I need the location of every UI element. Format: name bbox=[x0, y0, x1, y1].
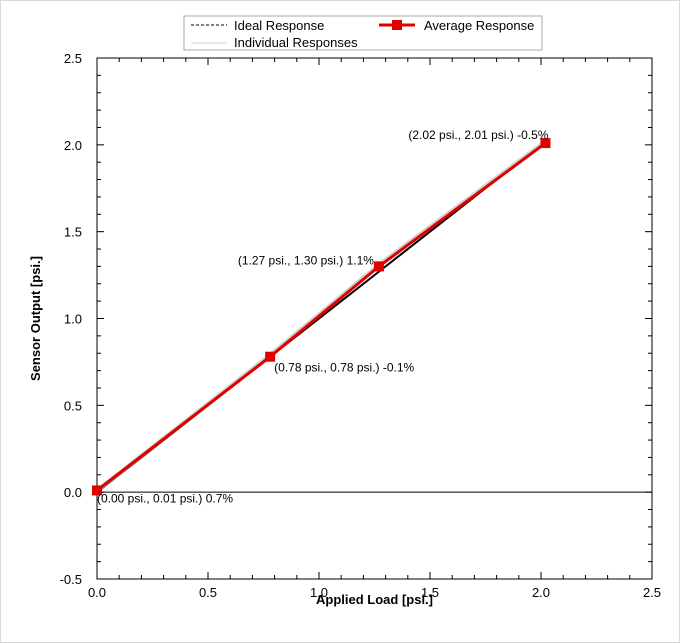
data-point-average-response bbox=[540, 138, 551, 149]
x-tick-label: 2.0 bbox=[532, 585, 550, 600]
data-label: (2.02 psi., 2.01 psi.) -0.5% bbox=[408, 128, 548, 142]
data-label: (0.78 psi., 0.78 psi.) -0.1% bbox=[274, 361, 414, 375]
legend-label-ideal-response: Ideal Response bbox=[234, 18, 324, 33]
x-tick-label: 0.5 bbox=[199, 585, 217, 600]
y-tick-label: 1.0 bbox=[64, 312, 82, 327]
legend-box bbox=[183, 15, 543, 51]
x-axis-title: Applied Load [psi.] bbox=[316, 592, 433, 607]
y-tick-label: 0.5 bbox=[64, 398, 82, 413]
series-layer bbox=[92, 138, 551, 496]
y-tick-label: -0.5 bbox=[60, 572, 82, 587]
annotations-layer: (0.00 psi., 0.01 psi.) 0.7% (0.78 psi., 0… bbox=[97, 128, 549, 505]
series-line-average-response bbox=[96, 141, 547, 492]
x-tick-label: 2.5 bbox=[643, 585, 661, 600]
y-tick-label: 1.5 bbox=[64, 225, 82, 240]
data-point-average-response bbox=[265, 351, 276, 362]
legend-marker-average-response bbox=[392, 20, 402, 30]
y-tick-label: 2.5 bbox=[64, 51, 82, 66]
y-tick-label: 0.0 bbox=[64, 485, 82, 500]
x-tick-label: 0.0 bbox=[88, 585, 106, 600]
data-label: (0.00 psi., 0.01 psi.) 0.7% bbox=[97, 491, 233, 505]
legend: Ideal Response Average Response Individu… bbox=[183, 15, 543, 51]
y-tick-label: 2.0 bbox=[64, 138, 82, 153]
legend-label-average-response: Average Response bbox=[424, 18, 534, 33]
legend-label-individual-responses: Individual Responses bbox=[234, 35, 358, 50]
axes: 0.0 0.5 1.0 1.5 2.0 2.5 -0.5 0.0 0.5 1.0 1.5 2.0 2.5… bbox=[28, 51, 661, 607]
data-point-average-response bbox=[92, 485, 102, 496]
x-tick-label: 1.5 bbox=[421, 585, 439, 600]
y-axis-title: Sensor Output [psi.] bbox=[28, 256, 43, 381]
x-tick-label: 1.0 bbox=[310, 585, 328, 600]
data-label: (1.27 psi., 1.30 psi.) 1.1% bbox=[238, 253, 374, 267]
data-point-average-response bbox=[373, 261, 384, 272]
